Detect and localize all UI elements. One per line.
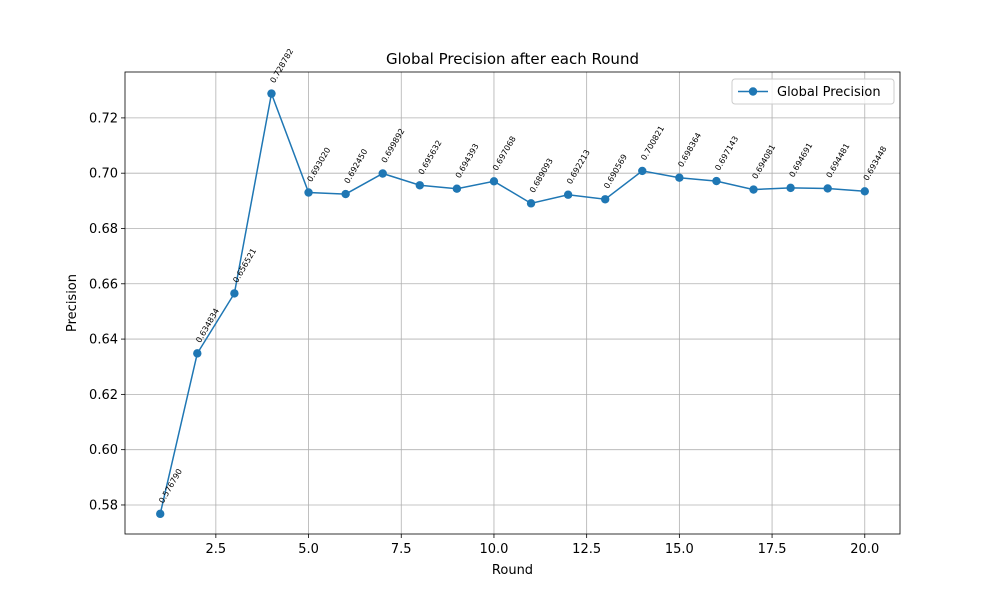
data-point: [601, 195, 610, 204]
data-point: [267, 89, 276, 98]
x-tick-label: 7.5: [391, 542, 412, 557]
y-tick-label: 0.72: [89, 111, 118, 126]
data-point: [378, 169, 387, 178]
x-tick-label: 10.0: [479, 542, 508, 557]
data-point: [193, 349, 202, 358]
x-tick-label: 15.0: [665, 542, 694, 557]
grid-lines: [125, 72, 900, 534]
x-axis-title: Round: [492, 563, 533, 578]
data-point: [341, 189, 350, 199]
x-tick-label: 17.5: [758, 542, 787, 557]
plot-frame: [124, 71, 901, 535]
data-point: [452, 184, 462, 193]
data-point: [563, 190, 573, 199]
data-point: [749, 185, 758, 194]
y-axis: 0.58 0.60 0.62 0.64 0.66 0.68 0.70 0.72: [89, 111, 125, 513]
y-axis-title: Precision: [65, 274, 80, 332]
data-point: [860, 187, 869, 196]
legend-marker-icon: [748, 87, 758, 96]
data-point: [638, 166, 647, 176]
data-point: [675, 173, 684, 182]
data-point: [230, 289, 239, 298]
legend-label: Global Precision: [777, 85, 881, 100]
data-point: [156, 509, 165, 519]
legend: Global Precision: [731, 78, 895, 105]
x-tick-label: 2.5: [206, 542, 227, 557]
x-tick-label: 5.0: [298, 542, 319, 557]
data-point: [712, 176, 721, 186]
y-tick-label: 0.70: [89, 167, 118, 182]
series-line: [159, 90, 865, 515]
y-tick-label: 0.64: [89, 333, 118, 348]
y-tick-label: 0.62: [89, 388, 118, 403]
data-point: [489, 177, 499, 186]
y-tick-label: 0.68: [89, 222, 118, 237]
data-points: [156, 89, 869, 519]
data-point: [823, 184, 832, 193]
x-axis: 2.5 5.0 7.5 10.0 12.5 15.0 17.5 20.0: [206, 534, 879, 557]
data-point: [304, 188, 313, 197]
data-point: [526, 199, 536, 208]
legend-box: [731, 78, 895, 105]
x-tick-label: 20.0: [850, 542, 879, 557]
data-point: [415, 181, 424, 190]
chart-title: Global Precision after each Round: [386, 50, 639, 68]
y-tick-label: 0.58: [89, 498, 118, 513]
series-lines: [159, 90, 865, 515]
y-tick-label: 0.66: [89, 277, 118, 292]
y-tick-label: 0.60: [89, 443, 118, 458]
data-point: [786, 183, 795, 193]
x-tick-label: 12.5: [572, 542, 601, 557]
